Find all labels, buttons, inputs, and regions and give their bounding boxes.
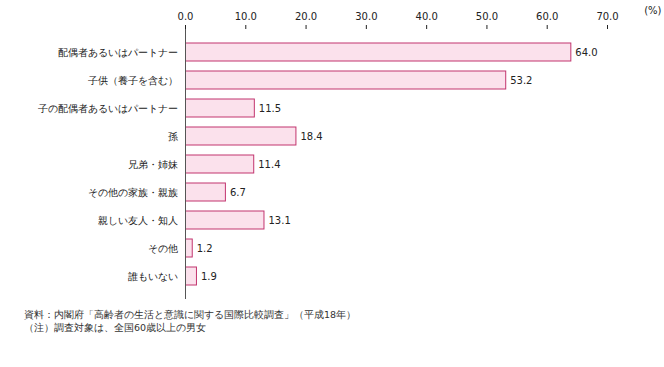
- svg-text:親しい友人・知人: 親しい友人・知人: [98, 215, 178, 226]
- svg-text:18.4: 18.4: [300, 131, 322, 142]
- svg-text:1.2: 1.2: [197, 243, 213, 254]
- svg-text:その他の家族・親族: その他の家族・親族: [88, 187, 178, 198]
- svg-text:53.2: 53.2: [510, 75, 532, 86]
- svg-text:配偶者あるいはパートナー: 配偶者あるいはパートナー: [58, 47, 178, 58]
- svg-text:子供（養子を含む）: 子供（養子を含む）: [88, 75, 178, 86]
- svg-text:11.4: 11.4: [258, 159, 280, 170]
- svg-text:0.0: 0.0: [178, 11, 194, 22]
- svg-text:64.0: 64.0: [575, 47, 597, 58]
- svg-text:(%): (%): [644, 5, 661, 16]
- svg-text:誰もいない: 誰もいない: [128, 271, 178, 282]
- svg-text:30.0: 30.0: [355, 11, 377, 22]
- svg-text:50.0: 50.0: [476, 11, 498, 22]
- svg-text:6.7: 6.7: [230, 187, 246, 198]
- svg-text:1.9: 1.9: [201, 271, 217, 282]
- html-text:（注）調査対象は、全国60歳以上の男女: （注）調査対象は、全国60歳以上の男女: [24, 321, 207, 333]
- svg-text:20.0: 20.0: [295, 11, 317, 22]
- svg-text:40.0: 40.0: [416, 11, 438, 22]
- svg-text:11.5: 11.5: [259, 103, 281, 114]
- html-text:資料：内閣府「高齢者の生活と意識に関する国際比較調査」（平成: 資料：内閣府「高齢者の生活と意識に関する国際比較調査」（平成18年）: [24, 309, 357, 320]
- svg-text:孫: 孫: [168, 131, 178, 142]
- svg-text:60.0: 60.0: [536, 11, 558, 22]
- svg-text:10.0: 10.0: [235, 11, 257, 22]
- svg-text:兄弟・姉妹: 兄弟・姉妹: [128, 159, 178, 170]
- svg-text:その他: その他: [148, 243, 178, 254]
- svg-text:13.1: 13.1: [268, 215, 290, 226]
- svg-text:子の配偶者あるいはパートナー: 子の配偶者あるいはパートナー: [38, 103, 178, 114]
- svg-text:70.0: 70.0: [596, 11, 618, 22]
